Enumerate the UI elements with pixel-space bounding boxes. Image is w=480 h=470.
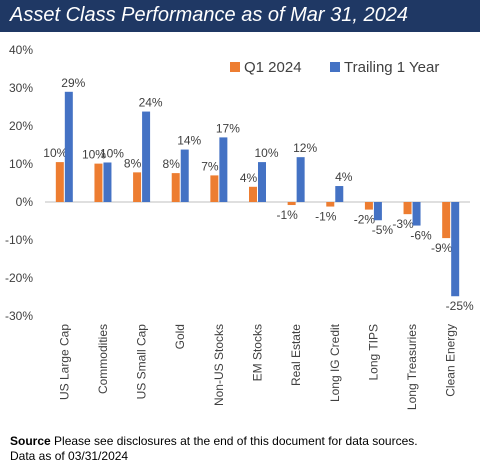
- bar-q1: [442, 202, 451, 239]
- bar-trailing: [451, 202, 460, 297]
- bar-trailing: [373, 202, 382, 221]
- bar-trailing: [258, 162, 266, 202]
- source-note: Source Please see disclosures at the end…: [10, 434, 418, 449]
- category-label: Gold: [173, 324, 187, 349]
- data-label: 10%: [82, 148, 106, 162]
- bar-q1: [94, 163, 103, 202]
- data-label: -5%: [372, 223, 394, 237]
- bar-q1: [210, 175, 219, 202]
- category-label: Clean Energy: [444, 324, 458, 397]
- bar-trailing: [296, 157, 305, 202]
- data-label: 10%: [100, 146, 124, 160]
- bar-trailing: [412, 202, 421, 226]
- bar-q1: [171, 173, 180, 202]
- data-label: -2%: [354, 213, 376, 227]
- bar-q1: [133, 172, 142, 202]
- bar-q1: [364, 202, 373, 210]
- data-label: 24%: [139, 96, 163, 110]
- data-label: 7%: [201, 159, 219, 173]
- category-label: US Large Cap: [57, 324, 71, 400]
- category-label: EM Stocks: [251, 324, 265, 381]
- data-label: -3%: [392, 217, 414, 231]
- legend-label: Q1 2024: [244, 59, 302, 76]
- legend-label: Trailing 1 Year: [344, 59, 439, 76]
- bar-trailing: [103, 162, 112, 202]
- page-title: Asset Class Performance as of Mar 31, 20…: [10, 4, 408, 26]
- bar-trailing: [219, 137, 228, 202]
- data-label: -1%: [276, 208, 298, 222]
- y-tick-label: -30%: [5, 309, 33, 323]
- bar-q1: [403, 202, 412, 215]
- legend-swatch: [230, 62, 240, 72]
- source-label: Source: [10, 434, 51, 448]
- data-label: 10%: [254, 146, 278, 160]
- performance-bar-chart: -30%-20%-10%0%10%20%30%40%10% 10%8% 8% 7%4%…: [5, 43, 474, 410]
- y-tick-label: 20%: [9, 119, 33, 133]
- data-label: 10%: [43, 146, 67, 160]
- data-label: -6%: [410, 229, 432, 243]
- bar-trailing: [64, 91, 73, 202]
- data-label: 14%: [177, 134, 201, 148]
- data-label: 17%: [216, 121, 240, 135]
- y-tick-label: 40%: [9, 43, 33, 57]
- category-label: Long TIPS: [366, 324, 380, 380]
- data-date: Data as of 03/31/2024: [10, 449, 129, 463]
- bar-trailing: [180, 149, 189, 202]
- footer: Source Please see disclosures at the end…: [10, 434, 418, 464]
- y-tick-label: -10%: [5, 233, 33, 247]
- bar-q1: [287, 202, 296, 206]
- category-label: US Small Cap: [135, 324, 149, 400]
- data-label: -9%: [431, 241, 453, 255]
- data-label: 8%: [124, 156, 142, 170]
- title-bar: Asset Class Performance as of Mar 31, 20…: [0, 0, 480, 32]
- bar-q1: [249, 186, 257, 202]
- bar-q1: [326, 202, 335, 207]
- y-tick-label: 10%: [9, 157, 33, 171]
- data-label: 4%: [335, 170, 353, 184]
- legend-swatch: [330, 62, 340, 72]
- data-label: 12%: [293, 141, 317, 155]
- bar-trailing: [335, 186, 344, 202]
- y-tick-label: -20%: [5, 271, 33, 285]
- source-text: Please see disclosures at the end of thi…: [54, 434, 418, 448]
- data-label: -1%: [315, 210, 337, 224]
- bar-q1: [55, 162, 64, 202]
- data-label: 29%: [61, 76, 85, 90]
- category-label: Real Estate: [289, 324, 303, 386]
- category-label: Non-US Stocks: [212, 324, 226, 406]
- y-tick-label: 0%: [16, 195, 34, 209]
- data-label: -25%: [446, 299, 474, 313]
- y-tick-label: 30%: [9, 81, 33, 95]
- category-label: Long Treasuries: [405, 324, 419, 410]
- category-label: Commodities: [96, 324, 110, 394]
- data-label: 4%: [240, 171, 258, 185]
- bar-trailing: [142, 111, 151, 202]
- data-label: 8%: [163, 157, 181, 171]
- category-label: Long IG Credit: [328, 323, 342, 402]
